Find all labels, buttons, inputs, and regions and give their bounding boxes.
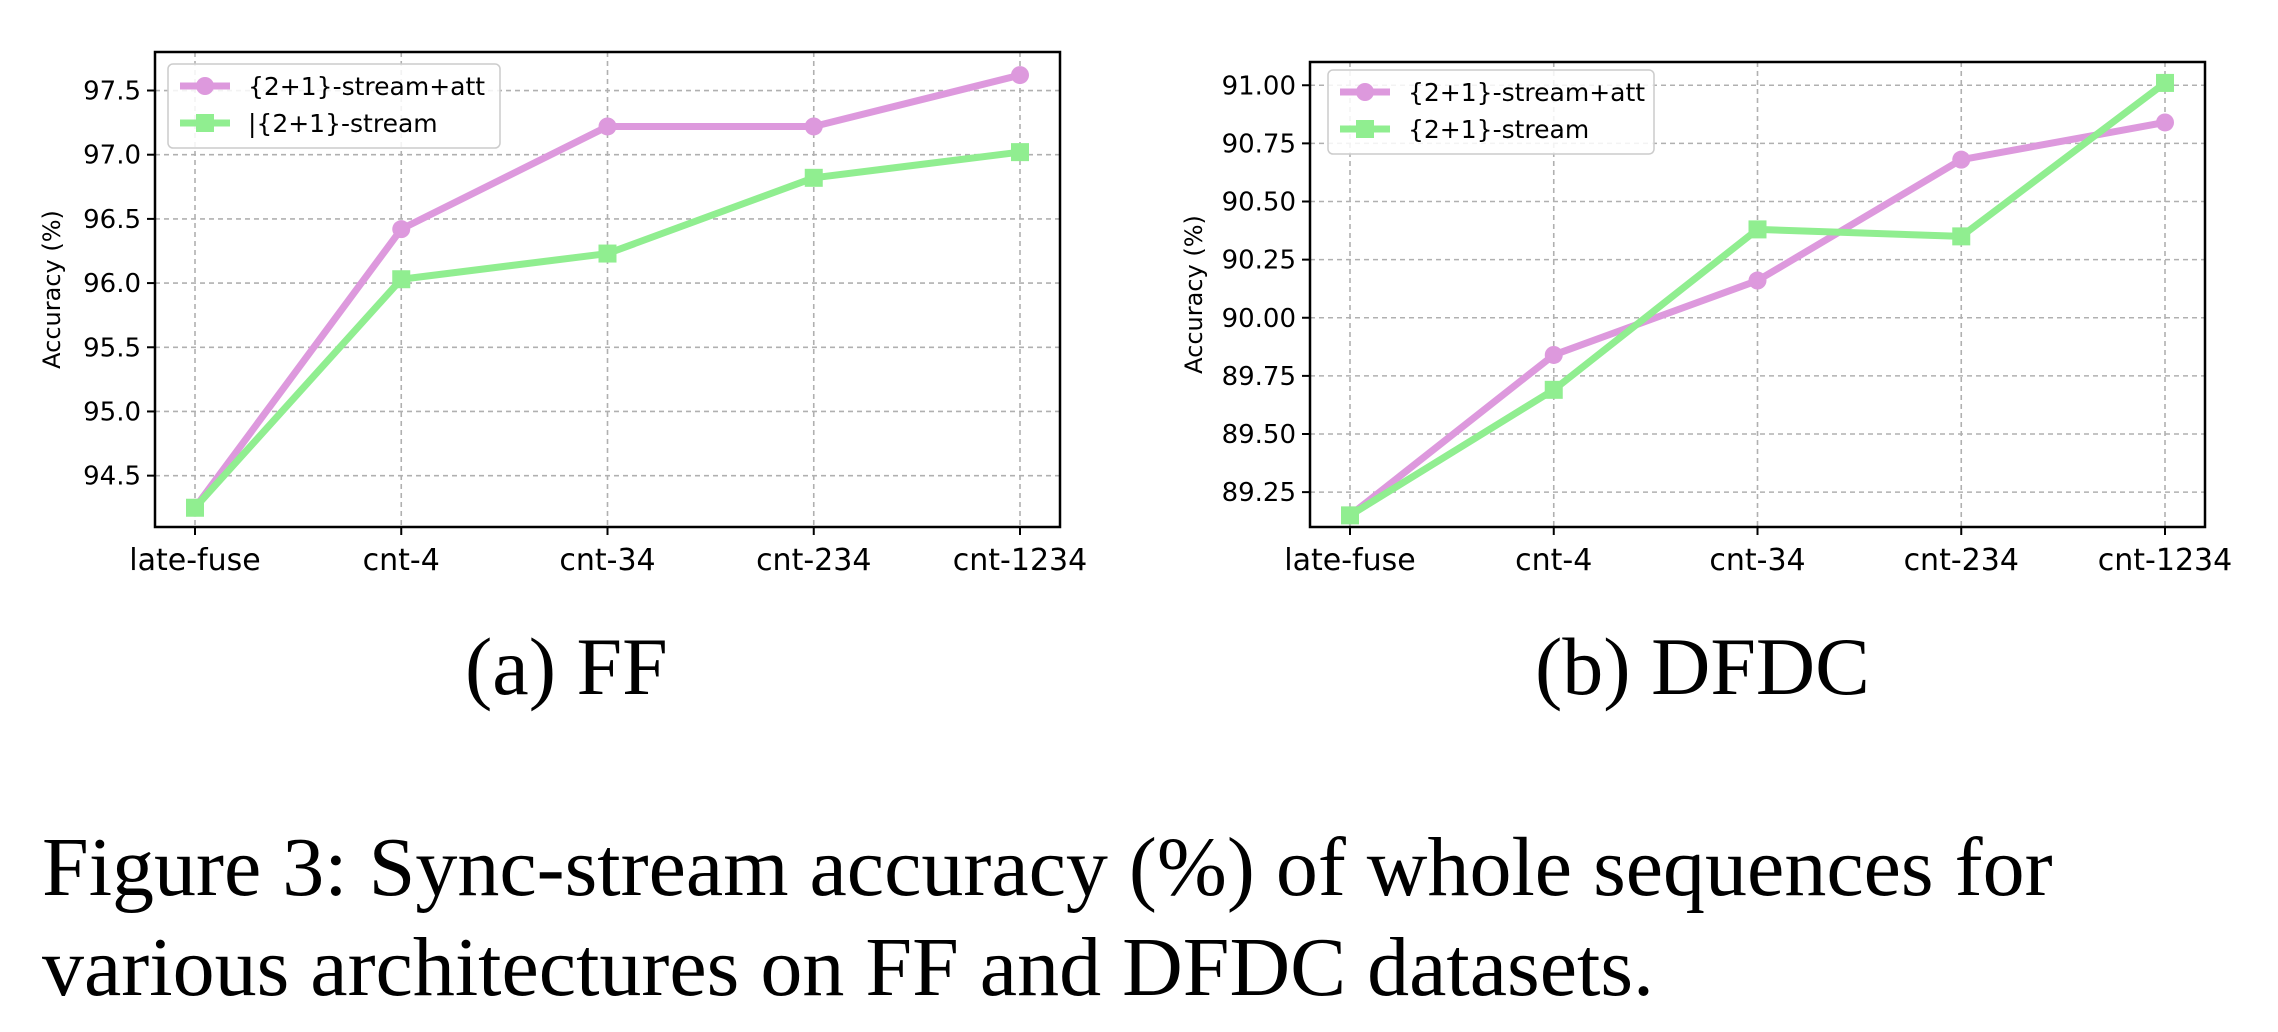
data-point (1011, 66, 1029, 85)
y-tick-label: 96.0 (83, 269, 141, 299)
legend: {2+1}-stream+att {2+1}-stream (1327, 69, 1655, 155)
data-point (392, 270, 411, 289)
data-point (1011, 143, 1029, 162)
x-tick-label: cnt-34 (1709, 543, 1805, 578)
series-0 (186, 66, 1029, 517)
data-point (598, 244, 617, 263)
data-point (2156, 73, 2174, 92)
grid (1310, 62, 2205, 527)
y-tick-label: 89.75 (1222, 362, 1296, 392)
data-point (1952, 150, 1971, 169)
legend-marker (196, 77, 214, 95)
data-point (392, 220, 411, 239)
grid (155, 52, 1060, 527)
x-tick-label: late-fuse (1284, 543, 1415, 578)
y-tick-label: 97.5 (83, 77, 141, 107)
data-point (186, 498, 204, 517)
x-tick-label: cnt-1234 (953, 543, 1087, 578)
y-tick-label: 94.5 (83, 462, 141, 492)
y-tick-label: 96.5 (83, 205, 141, 235)
x-tick-label: cnt-4 (1515, 543, 1592, 578)
y-axis-label: Accuracy (%) (1180, 215, 1208, 374)
y-tick-label: 89.50 (1222, 420, 1296, 450)
x-tick-label: cnt-4 (363, 543, 440, 578)
y-tick-label: 89.25 (1222, 478, 1296, 508)
y-tick-label: 90.00 (1222, 304, 1296, 334)
data-point (1748, 220, 1767, 239)
y-tick-label: 90.50 (1222, 188, 1296, 218)
data-point (1952, 227, 1971, 246)
legend-label: {2+1}-stream+att (1408, 78, 1645, 107)
y-tick-label: 95.5 (83, 333, 141, 363)
y-tick-label: 90.75 (1222, 129, 1296, 159)
series-1 (1341, 73, 2174, 525)
figure-caption: Figure 3: Sync-stream accuracy (%) of wh… (42, 821, 2053, 1014)
legend-marker (1356, 120, 1374, 138)
chart-dfdc: 89.25 89.50 89.75 90.00 90.25 90.50 90.75 91.00… (1180, 60, 2232, 578)
legend-marker (196, 114, 214, 132)
y-tick-label: 91.00 (1222, 71, 1296, 101)
series-1 (186, 143, 1029, 517)
data-point (598, 117, 617, 136)
y-tick-label: 90.25 (1222, 246, 1296, 276)
data-point (2156, 113, 2174, 132)
data-point (1341, 506, 1359, 525)
legend-box (167, 63, 501, 149)
x-tick-label: late-fuse (129, 543, 260, 578)
data-point (1748, 271, 1767, 290)
data-point (804, 117, 823, 136)
data-point (1544, 380, 1563, 399)
x-tick-label: cnt-234 (1904, 543, 2019, 578)
x-tick-label: cnt-1234 (2098, 543, 2232, 578)
chart-ff: 94.5 95.0 95.5 96.0 96.5 97.0 97.5 late-fuse cnt… (38, 50, 1087, 578)
subcaption-ff: (a) FF (465, 621, 668, 712)
y-tick-label: 97.0 (83, 141, 141, 171)
legend: {2+1}-stream+att |{2+1}-stream (167, 63, 501, 149)
x-tick-label: cnt-234 (756, 543, 871, 578)
subcaption-dfdc: (b) DFDC (1535, 621, 1870, 712)
legend-label: {2+1}-stream (1408, 115, 1589, 144)
x-tick-label: cnt-34 (559, 543, 655, 578)
y-tick-label: 95.0 (83, 397, 141, 427)
legend-box (1327, 69, 1655, 155)
data-point (1544, 345, 1563, 364)
legend-label: |{2+1}-stream (248, 109, 438, 138)
legend-marker (1356, 83, 1374, 101)
y-axis-label: Accuracy (%) (38, 210, 66, 369)
legend-label: {2+1}-stream+att (248, 72, 485, 101)
data-point (804, 168, 823, 187)
